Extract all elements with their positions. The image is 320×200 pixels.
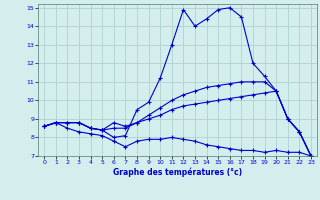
X-axis label: Graphe des températures (°c): Graphe des températures (°c) bbox=[113, 168, 242, 177]
